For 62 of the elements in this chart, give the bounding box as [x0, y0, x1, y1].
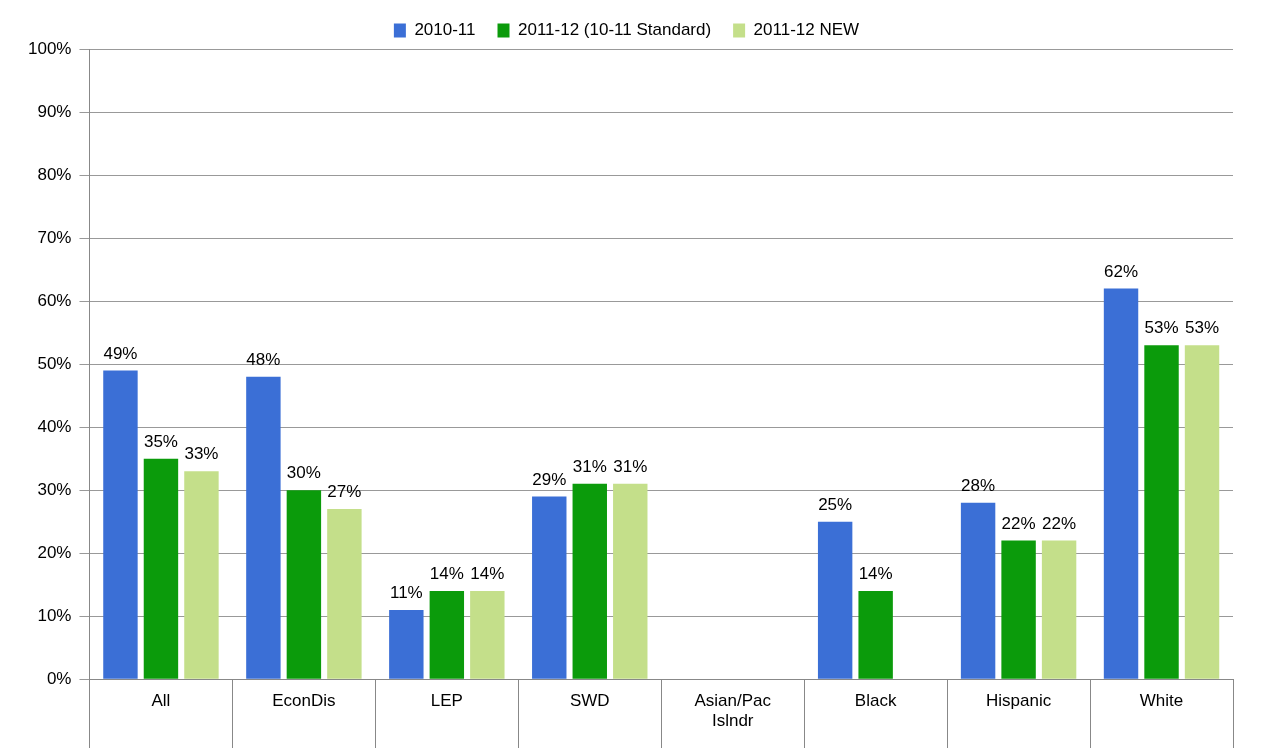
data-label: 22%	[1001, 513, 1036, 533]
data-label: 53%	[1144, 318, 1179, 338]
data-label: 30%	[286, 463, 321, 483]
y-tick-label: 10%	[37, 605, 72, 625]
data-label: 48%	[246, 349, 281, 369]
bar	[960, 502, 996, 679]
legend-label: 2010-11	[414, 20, 476, 40]
x-tick-label: Hispanic	[985, 691, 1052, 711]
data-label: 35%	[143, 431, 178, 451]
y-tick-label: 70%	[37, 227, 72, 247]
data-label: 31%	[572, 457, 607, 477]
legend-label: 2011-12 NEW	[753, 20, 860, 40]
x-tick-label: Black	[854, 691, 897, 711]
bar	[1103, 288, 1139, 679]
bar	[1184, 345, 1220, 679]
bar	[143, 458, 179, 679]
data-label: 33%	[184, 444, 219, 464]
y-tick-label: 0%	[46, 668, 72, 688]
x-tick-label: White	[1139, 691, 1184, 711]
bar	[817, 521, 853, 679]
data-label: 14%	[858, 564, 893, 584]
data-label: 29%	[532, 469, 567, 489]
y-tick-label: 100%	[28, 38, 72, 58]
y-tick-label: 40%	[37, 416, 72, 436]
y-tick-label: 90%	[37, 101, 72, 121]
data-label: 14%	[470, 564, 505, 584]
data-label: 11%	[389, 583, 423, 603]
bar	[613, 483, 648, 679]
y-tick-label: 80%	[37, 164, 72, 184]
y-tick-label: 30%	[37, 479, 72, 499]
data-label: 31%	[613, 457, 648, 477]
bar	[572, 483, 607, 679]
bar	[246, 376, 281, 679]
bar	[1001, 540, 1036, 679]
bar	[389, 609, 424, 679]
bar	[327, 509, 362, 679]
data-label: 14%	[429, 564, 464, 584]
bar	[1144, 345, 1179, 679]
x-tick-label: Asian/Pac Islndr	[694, 691, 772, 731]
x-tick-label: LEP	[430, 691, 463, 711]
bar	[184, 471, 219, 679]
data-label: 28%	[961, 475, 996, 495]
y-tick-label: 50%	[37, 353, 72, 373]
bar	[286, 490, 322, 679]
data-label: 53%	[1185, 318, 1220, 338]
data-label: 25%	[818, 494, 853, 514]
bar	[103, 370, 138, 679]
x-tick-label: All	[151, 691, 171, 711]
bar	[532, 496, 567, 679]
data-label: 49%	[103, 343, 138, 363]
y-tick-label: 20%	[37, 542, 72, 562]
legend-label: 2011-12 (10-11 Standard)	[518, 20, 712, 40]
data-label: 27%	[327, 482, 362, 502]
bar	[858, 590, 893, 679]
bar	[470, 590, 505, 679]
x-tick-label: SWD	[569, 691, 610, 711]
y-tick-label: 60%	[37, 290, 72, 310]
x-tick-label: EconDis	[272, 691, 336, 711]
bar	[429, 590, 465, 679]
data-label: 62%	[1104, 261, 1139, 281]
bar	[1041, 540, 1077, 679]
data-label: 22%	[1042, 513, 1077, 533]
